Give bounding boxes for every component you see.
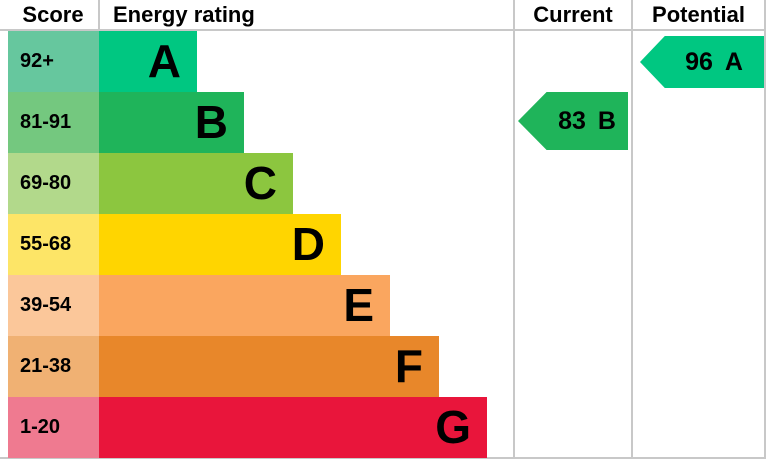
band-letter: D: [291, 218, 325, 270]
bottom-border: [0, 457, 766, 459]
score-cell: 92+: [8, 31, 99, 92]
band-bar-f: F: [99, 336, 439, 397]
band-letter: E: [343, 279, 374, 331]
header-potential: Potential: [652, 2, 745, 27]
header-current: Current: [533, 2, 613, 27]
potential-rating-arrow: 96 A: [640, 36, 764, 88]
band-rows: 92+ A 81-91 B 69-80 C 55-68 D 39-54 E 21…: [8, 31, 487, 458]
header-underline: [0, 29, 766, 31]
band-bar-c: C: [99, 153, 293, 214]
score-column-divider: [98, 0, 100, 30]
band-row-c: 69-80 C: [8, 153, 487, 214]
current-rating-arrow: 83 B: [518, 92, 628, 150]
current-score: 83: [558, 106, 586, 135]
band-row-f: 21-38 F: [8, 336, 487, 397]
score-cell: 39-54: [8, 275, 99, 336]
band-letter: G: [435, 401, 471, 453]
score-cell: 81-91: [8, 92, 99, 153]
band-row-d: 55-68 D: [8, 214, 487, 275]
band-row-g: 1-20 G: [8, 397, 487, 458]
potential-band-letter: A: [724, 47, 743, 76]
right-border: [764, 0, 766, 459]
current-column-divider: [513, 0, 515, 459]
band-bar-d: D: [99, 214, 341, 275]
score-cell: 55-68: [8, 214, 99, 275]
band-letter: F: [394, 340, 423, 392]
band-letter: A: [147, 35, 181, 87]
band-row-a: 92+ A: [8, 31, 487, 92]
score-cell: 1-20: [8, 397, 99, 458]
band-letter: C: [243, 157, 277, 209]
band-letter: B: [194, 96, 228, 148]
potential-column-divider: [631, 0, 633, 459]
band-bar-e: E: [99, 275, 390, 336]
band-bar-b: B: [99, 92, 244, 153]
band-row-e: 39-54 E: [8, 275, 487, 336]
band-row-b: 81-91 B: [8, 92, 487, 153]
band-bar-g: G: [99, 397, 487, 458]
current-band-letter: B: [597, 106, 616, 135]
header-score: Score: [22, 2, 84, 27]
band-bar-a: A: [99, 31, 197, 92]
header-energy-rating: Energy rating: [113, 2, 255, 27]
potential-score: 96: [685, 47, 713, 76]
score-cell: 21-38: [8, 336, 99, 397]
score-cell: 69-80: [8, 153, 99, 214]
